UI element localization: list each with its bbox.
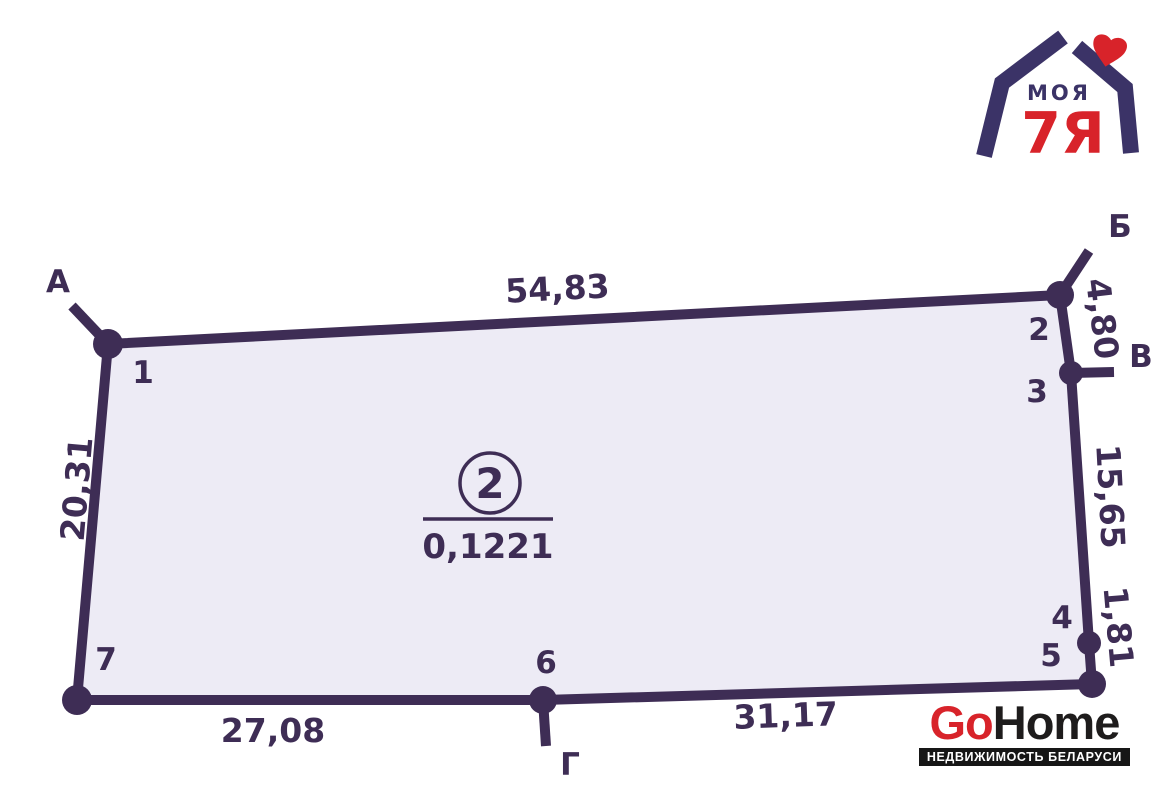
vertex-dot-3 bbox=[1059, 361, 1083, 385]
gohome-wordmark: GoHome bbox=[929, 699, 1120, 746]
vertex-label-7: 7 bbox=[95, 642, 117, 678]
vertex-dot-2 bbox=[1046, 281, 1074, 309]
dimension-right-lower: 1,81 bbox=[1095, 585, 1141, 670]
house-roof-left-icon bbox=[976, 30, 1068, 158]
vertex-dot-4 bbox=[1077, 631, 1101, 655]
dimension-top: 54,83 bbox=[504, 266, 610, 310]
corner-letter-a: А bbox=[46, 264, 70, 300]
plot-number: 2 bbox=[475, 459, 504, 508]
vertex-label-6: 6 bbox=[535, 645, 557, 681]
dimension-right: 15,65 bbox=[1088, 443, 1132, 549]
dimension-bottom-right: 31,17 bbox=[733, 694, 839, 737]
plot-number-circle bbox=[458, 451, 522, 515]
vertex-dot-1 bbox=[93, 329, 123, 359]
gohome-logo: GoHome НЕДВИЖИМОСТЬ БЕЛАРУСИ bbox=[918, 699, 1130, 766]
corner-letter-v: В bbox=[1129, 339, 1153, 375]
vertex-label-3: 3 bbox=[1026, 374, 1048, 410]
vertex-label-4: 4 bbox=[1051, 600, 1073, 636]
moya7ya-logo: МОЯ 7Я bbox=[976, 30, 1139, 167]
vertex-dot-7 bbox=[62, 685, 92, 715]
heart-icon bbox=[1093, 34, 1127, 67]
gohome-word-go: Go bbox=[929, 696, 993, 749]
gohome-word-home: Home bbox=[992, 696, 1121, 749]
logo-word-7ya: 7Я bbox=[1021, 101, 1105, 167]
dimension-left: 20,31 bbox=[53, 435, 101, 542]
dimension-right-upper: 4,80 bbox=[1078, 276, 1127, 362]
vertex-dot-6 bbox=[529, 686, 557, 714]
logo-word-moya: МОЯ bbox=[1027, 81, 1091, 105]
vertex-dot-5 bbox=[1078, 670, 1106, 698]
plot-polygon bbox=[72, 290, 1097, 705]
corner-letter-g: Г bbox=[560, 747, 580, 783]
plot-area: 0,1221 bbox=[422, 527, 553, 567]
gohome-tagline: НЕДВИЖИМОСТЬ БЕЛАРУСИ bbox=[918, 747, 1130, 766]
vertex-label-1: 1 bbox=[132, 355, 154, 391]
vertex-label-5: 5 bbox=[1040, 638, 1062, 674]
vertex-label-2: 2 bbox=[1028, 312, 1050, 348]
dimension-bottom-left: 27,08 bbox=[221, 711, 325, 750]
corner-letter-b: Б bbox=[1108, 209, 1132, 245]
house-roof-right-icon bbox=[1071, 40, 1139, 154]
